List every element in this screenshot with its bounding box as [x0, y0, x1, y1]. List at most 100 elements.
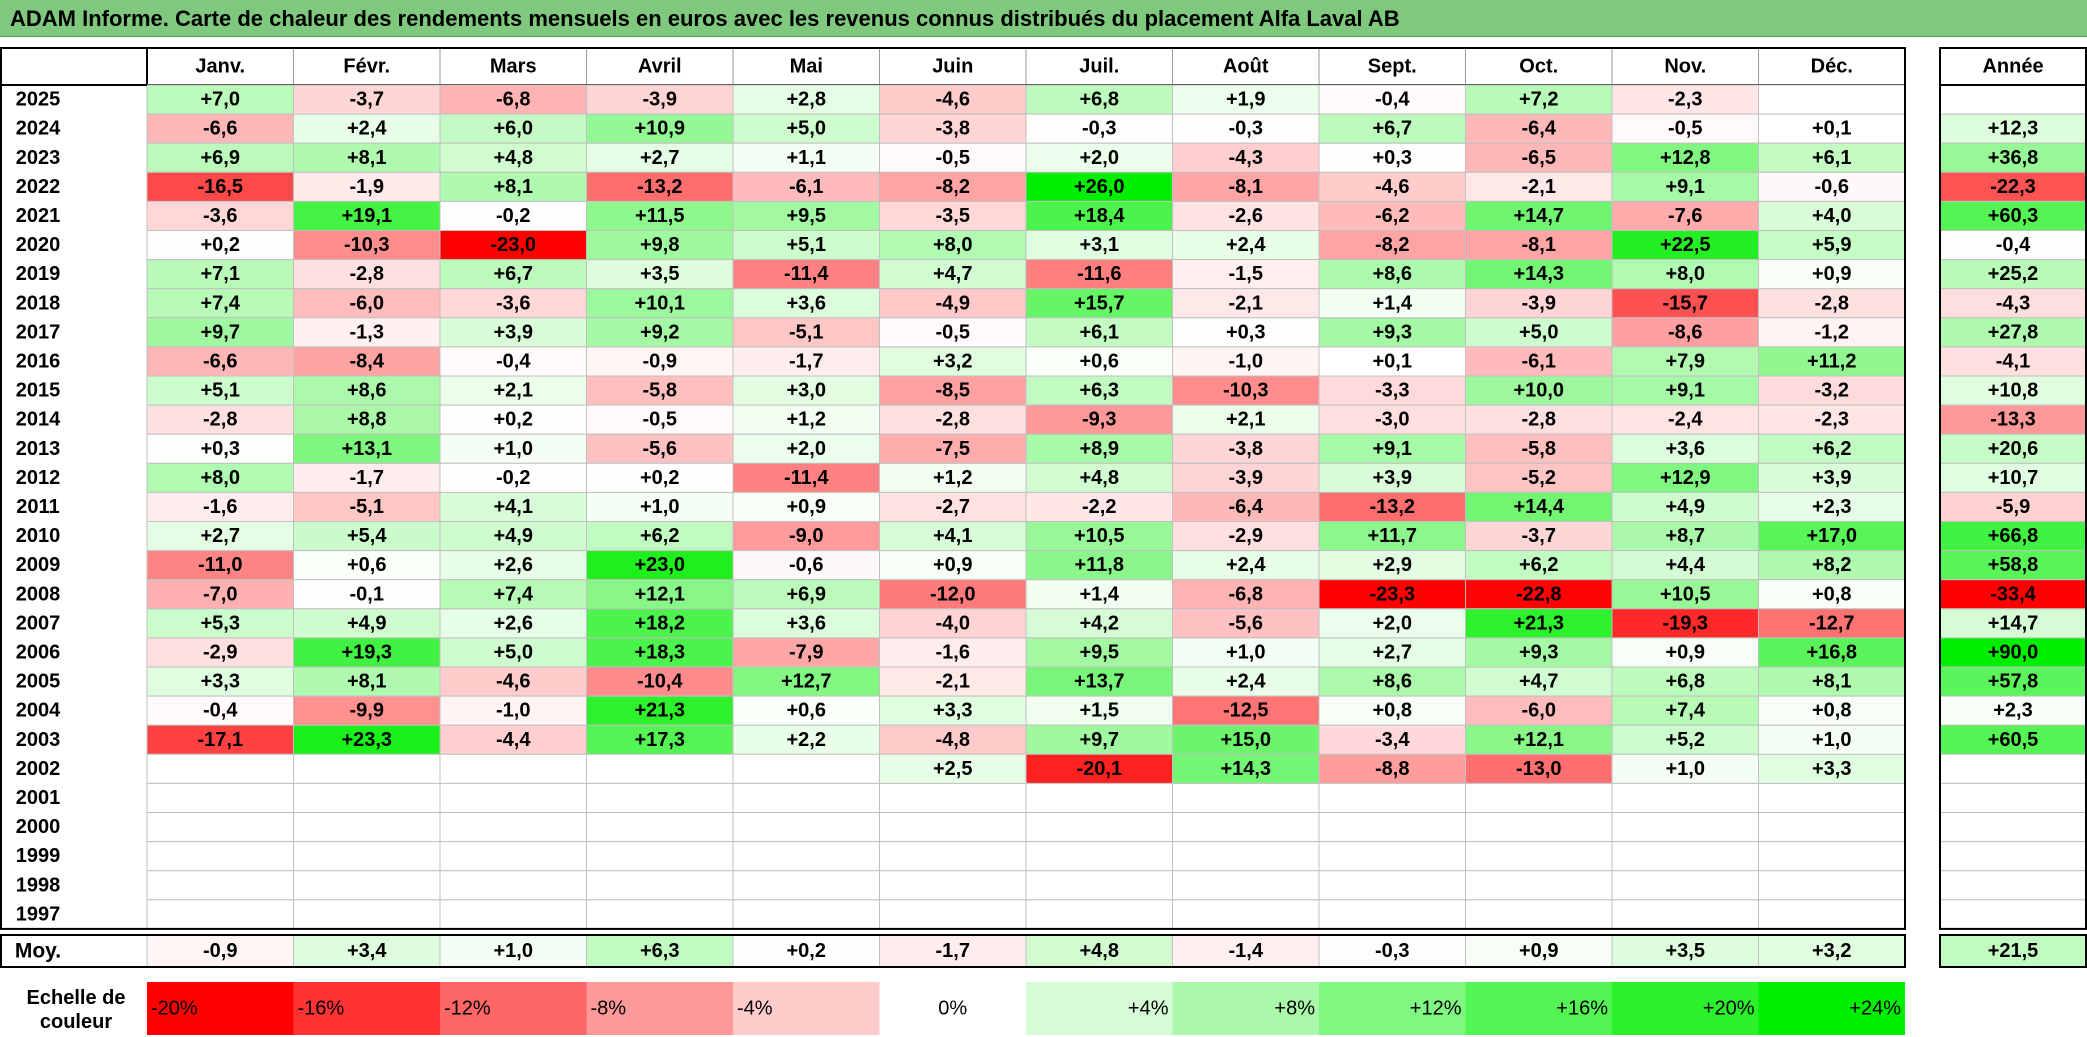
cell-value: -6,8 [1229, 583, 1263, 605]
cell-value: +1,9 [1226, 89, 1265, 111]
annual-value: -0,4 [1996, 234, 2031, 256]
heatmap-cell [439, 404, 587, 435]
cell-value: -1,6 [203, 496, 237, 518]
cell-value: +3,6 [787, 292, 826, 314]
cell-value: -2,2 [1082, 496, 1116, 518]
cell-value: +1,0 [1812, 729, 1851, 751]
heatmap-cell [732, 404, 880, 435]
annual-value: +10,7 [1988, 467, 2039, 489]
heatmap-cell [1611, 870, 1759, 901]
heatmap-cell [146, 346, 294, 377]
cell-value: -1,5 [1229, 263, 1263, 285]
cell-value: +14,3 [1220, 758, 1271, 780]
cell-value: -2,9 [1229, 525, 1263, 547]
cell-value: -2,3 [1668, 89, 1702, 111]
annual-value: +14,7 [1988, 612, 2039, 634]
month-header-cell [732, 47, 880, 86]
heatmap-cell [586, 375, 734, 406]
cell-value: +3,3 [933, 700, 972, 722]
cell-value: -2,8 [936, 409, 970, 431]
heatmap-cell [1172, 462, 1320, 493]
cell-value: +5,1 [787, 234, 826, 256]
cell-value: -2,1 [1522, 176, 1556, 198]
heatmap-cell [1025, 753, 1173, 784]
cell-value: +8,8 [347, 409, 386, 431]
month-header-label: Nov. [1664, 56, 1706, 78]
heatmap-cell [1611, 812, 1759, 843]
cell-value: +6,1 [1080, 321, 1119, 343]
heatmap-cell [1172, 579, 1320, 610]
title-bar: ADAM Informe. Carte de chaleur des rende… [0, 0, 2087, 37]
year-label: 2016 [16, 350, 61, 372]
cell-value: +6,3 [1080, 380, 1119, 402]
month-header-cell [879, 47, 1027, 86]
cell-value: +0,9 [933, 554, 972, 576]
year-label: 2002 [16, 758, 61, 780]
cell-value: -2,7 [936, 496, 970, 518]
month-header-label: Mars [490, 56, 537, 78]
heatmap-cell [1758, 259, 1906, 290]
heatmap-cell [1172, 230, 1320, 261]
year-label: 2009 [16, 554, 61, 576]
heatmap-cell [586, 753, 734, 784]
scale-step-label: +16% [1556, 998, 1608, 1020]
annual-cell [1939, 521, 2087, 552]
heatmap-cell [586, 346, 734, 377]
year-label: 2017 [16, 321, 61, 343]
heatmap-cell [439, 666, 587, 697]
heatmap-cell [1611, 200, 1759, 231]
heatmap-cell [1611, 491, 1759, 522]
cell-value: +10,5 [1660, 583, 1711, 605]
cell-value: +6,7 [1373, 118, 1412, 140]
heatmap-cell [146, 113, 294, 144]
year-label: 1997 [16, 903, 61, 925]
heatmap-cell [732, 346, 880, 377]
cell-value: +0,8 [1373, 700, 1412, 722]
heatmap-cell [732, 899, 880, 930]
heatmap-cell [1172, 84, 1320, 115]
cell-value: +4,8 [1080, 467, 1119, 489]
cell-value: +0,9 [1666, 641, 1705, 663]
heatmap-cell [1318, 375, 1466, 406]
cell-value: -12,0 [930, 583, 976, 605]
cell-value: +9,1 [1373, 438, 1412, 460]
cell-value: -13,2 [637, 176, 683, 198]
cell-value: -4,0 [936, 612, 970, 634]
cell-value: -6,4 [1229, 496, 1264, 518]
cell-value: +19,1 [341, 205, 392, 227]
cell-value: -2,9 [203, 641, 237, 663]
cell-value: -6,6 [203, 118, 237, 140]
cell-value: +4,4 [1666, 554, 1706, 576]
heatmap-cell [586, 521, 734, 552]
annual-value: +10,8 [1988, 380, 2039, 402]
heatmap-cell [293, 317, 441, 348]
cell-value: +5,4 [347, 525, 387, 547]
heatmap-cell [586, 550, 734, 581]
heatmap-cell [1465, 841, 1613, 872]
average-value: +3,5 [1666, 940, 1705, 962]
cell-value: +16,8 [1806, 641, 1857, 663]
heatmap-cell [439, 317, 587, 348]
heatmap-cell [146, 142, 294, 173]
year-label: 2013 [16, 438, 61, 460]
heatmap-cell [1758, 171, 1906, 202]
cell-value: -4,9 [936, 292, 970, 314]
scale-step-label: -8% [591, 998, 627, 1020]
cell-value: +11,2 [1807, 350, 1857, 372]
month-header-cell [1465, 47, 1613, 86]
cell-value: -4,4 [496, 729, 531, 751]
cell-value: -0,5 [643, 409, 677, 431]
heatmap-cell [879, 404, 1027, 435]
cell-value: +0,6 [1080, 350, 1119, 372]
year-label: 2007 [16, 612, 61, 634]
heatmap-cell [1758, 317, 1906, 348]
month-header-label: Avril [638, 56, 682, 78]
year-label: 2021 [16, 205, 61, 227]
cell-value: -8,4 [350, 350, 385, 372]
average-value: +3,4 [347, 940, 387, 962]
annual-cell [1939, 346, 2087, 377]
cell-value: -0,3 [1229, 118, 1263, 140]
cell-value: +5,1 [201, 380, 240, 402]
scale-swatch [293, 982, 440, 1035]
scale-step-label: -12% [444, 998, 491, 1020]
